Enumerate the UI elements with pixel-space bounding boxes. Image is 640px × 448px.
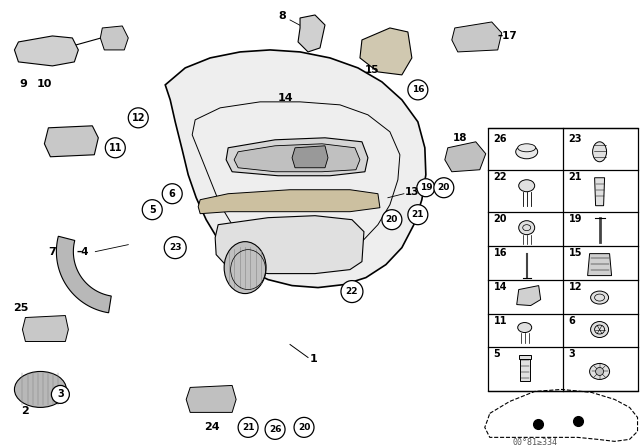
- Text: 14: 14: [277, 93, 293, 103]
- Ellipse shape: [224, 241, 266, 293]
- Text: 22: 22: [493, 172, 508, 182]
- Text: 9: 9: [19, 79, 28, 89]
- Text: 19: 19: [568, 214, 582, 224]
- Bar: [488, 128, 637, 392]
- Text: 26: 26: [493, 134, 508, 144]
- Text: 21: 21: [568, 172, 582, 182]
- Text: 20: 20: [298, 423, 310, 432]
- Text: 20: 20: [386, 215, 398, 224]
- Text: 20: 20: [493, 214, 508, 224]
- Text: 3: 3: [568, 349, 575, 359]
- Circle shape: [162, 184, 182, 204]
- Polygon shape: [484, 389, 637, 441]
- Ellipse shape: [591, 291, 609, 304]
- Ellipse shape: [518, 180, 534, 192]
- Polygon shape: [186, 385, 236, 413]
- Ellipse shape: [516, 145, 538, 159]
- Text: 5: 5: [493, 349, 500, 359]
- Text: 26: 26: [269, 425, 282, 434]
- Text: 6: 6: [169, 189, 175, 199]
- Polygon shape: [198, 190, 380, 214]
- Text: 5: 5: [149, 205, 156, 215]
- Text: –4: –4: [76, 247, 88, 257]
- Polygon shape: [292, 146, 328, 168]
- Polygon shape: [22, 315, 68, 341]
- Circle shape: [142, 200, 162, 220]
- Text: 12: 12: [568, 282, 582, 292]
- Polygon shape: [452, 22, 502, 52]
- Ellipse shape: [518, 323, 532, 332]
- Text: 25: 25: [13, 302, 28, 313]
- Text: 24: 24: [204, 422, 220, 432]
- Text: 6: 6: [568, 315, 575, 326]
- Polygon shape: [360, 28, 412, 75]
- Text: 1: 1: [310, 354, 318, 365]
- Polygon shape: [56, 236, 111, 313]
- Text: 21: 21: [412, 210, 424, 219]
- Text: 15: 15: [568, 248, 582, 258]
- Text: 15: 15: [365, 65, 379, 75]
- Circle shape: [128, 108, 148, 128]
- Text: 3: 3: [57, 389, 64, 400]
- Text: 11: 11: [493, 315, 508, 326]
- Polygon shape: [595, 178, 605, 206]
- Ellipse shape: [15, 371, 67, 407]
- Polygon shape: [44, 126, 99, 157]
- Text: 10: 10: [36, 79, 52, 89]
- Text: 23: 23: [169, 243, 182, 252]
- Circle shape: [408, 80, 428, 100]
- Circle shape: [596, 367, 604, 375]
- Ellipse shape: [593, 142, 607, 162]
- Text: 20: 20: [438, 183, 450, 192]
- Text: 2: 2: [22, 406, 29, 416]
- Polygon shape: [165, 50, 426, 288]
- Polygon shape: [215, 215, 364, 274]
- Text: 13: 13: [404, 187, 419, 197]
- Circle shape: [408, 205, 428, 225]
- Polygon shape: [518, 355, 531, 359]
- Polygon shape: [516, 285, 541, 306]
- Polygon shape: [15, 36, 78, 66]
- Text: 00°81≥334: 00°81≥334: [512, 438, 557, 447]
- Circle shape: [382, 210, 402, 230]
- Polygon shape: [445, 142, 486, 172]
- Text: 19: 19: [420, 183, 432, 192]
- Polygon shape: [588, 254, 612, 276]
- Text: 14: 14: [493, 282, 508, 292]
- Text: 22: 22: [346, 287, 358, 296]
- Text: 11: 11: [109, 143, 122, 153]
- Text: –17: –17: [498, 31, 518, 41]
- Polygon shape: [298, 15, 325, 52]
- Ellipse shape: [589, 363, 609, 379]
- Circle shape: [294, 418, 314, 437]
- Circle shape: [417, 179, 435, 197]
- Polygon shape: [226, 138, 368, 176]
- Circle shape: [265, 419, 285, 439]
- Ellipse shape: [518, 221, 534, 235]
- Ellipse shape: [591, 322, 609, 337]
- Polygon shape: [520, 355, 530, 381]
- Text: 21: 21: [242, 423, 254, 432]
- Ellipse shape: [518, 144, 536, 152]
- Circle shape: [238, 418, 258, 437]
- Text: 18: 18: [452, 133, 467, 143]
- Text: 23: 23: [568, 134, 582, 144]
- Circle shape: [164, 237, 186, 258]
- Circle shape: [51, 385, 69, 403]
- Text: 16: 16: [412, 86, 424, 95]
- Polygon shape: [234, 144, 360, 172]
- Polygon shape: [100, 26, 128, 50]
- Text: 16: 16: [493, 248, 508, 258]
- Circle shape: [434, 178, 454, 198]
- Text: 7: 7: [49, 247, 56, 257]
- Text: 12: 12: [131, 113, 145, 123]
- Text: 8: 8: [278, 11, 286, 21]
- Circle shape: [341, 280, 363, 302]
- Circle shape: [106, 138, 125, 158]
